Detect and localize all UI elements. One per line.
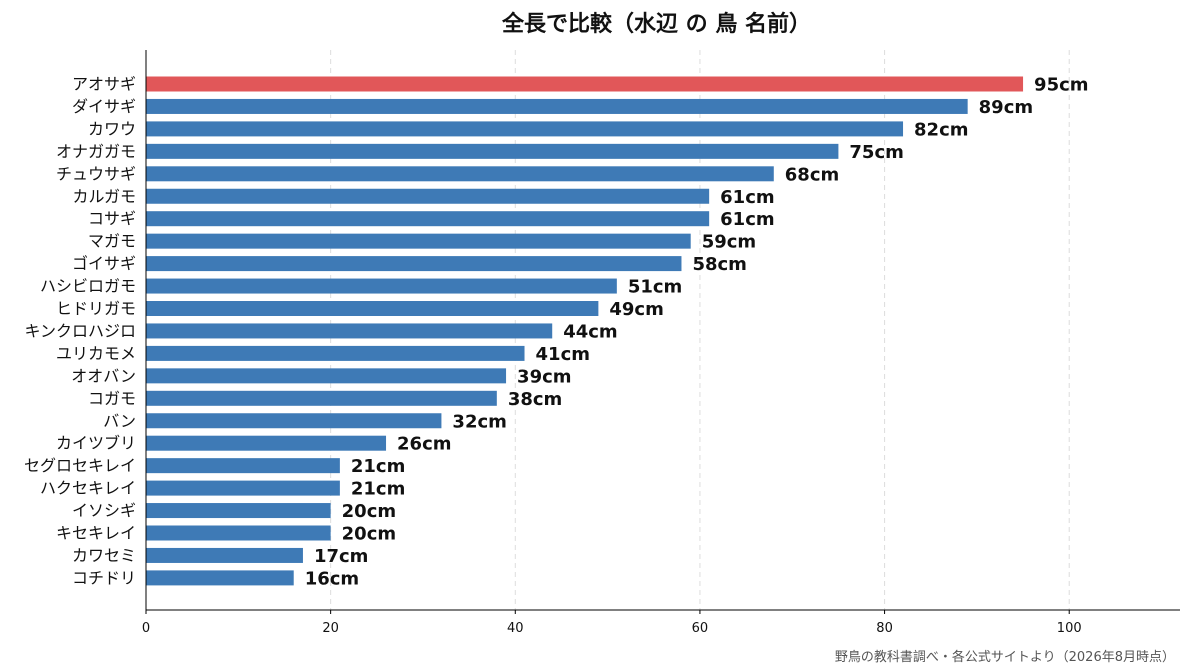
value-label: 61cm xyxy=(720,209,774,230)
value-label: 75cm xyxy=(849,142,903,163)
bar xyxy=(146,121,904,137)
category-label: ユリカモメ xyxy=(56,344,136,363)
value-label: 21cm xyxy=(351,479,405,500)
value-label: 68cm xyxy=(785,164,839,185)
bars xyxy=(146,76,1024,586)
axes xyxy=(145,50,1180,611)
value-label: 89cm xyxy=(979,97,1033,118)
bar xyxy=(146,525,331,541)
x-tick-label: 40 xyxy=(507,621,524,636)
x-tick-label: 20 xyxy=(322,621,339,636)
value-labels: 95cm89cm82cm75cm68cm61cm61cm59cm58cm51cm… xyxy=(305,75,1089,590)
bar xyxy=(146,211,710,227)
bar xyxy=(146,166,774,182)
bar xyxy=(146,323,553,339)
x-tick-label: 80 xyxy=(876,621,893,636)
bar xyxy=(146,256,682,272)
value-label: 17cm xyxy=(314,546,368,567)
x-tick-label: 100 xyxy=(1057,621,1082,636)
x-tick-label: 60 xyxy=(692,621,709,636)
bar xyxy=(146,547,303,563)
chart-title: 全長で比較（水辺 の 鳥 名前） xyxy=(502,12,811,37)
value-label: 16cm xyxy=(305,568,359,589)
category-label: ハシビロガモ xyxy=(40,277,136,296)
category-label: コガモ xyxy=(88,389,136,408)
value-label: 20cm xyxy=(342,524,396,545)
bar xyxy=(146,390,497,406)
category-label: オオバン xyxy=(71,366,136,385)
bar xyxy=(146,570,294,586)
bar xyxy=(146,480,340,496)
category-label: ヒドリガモ xyxy=(56,299,136,318)
value-label: 41cm xyxy=(536,344,590,365)
value-label: 51cm xyxy=(628,277,682,298)
category-label: ハクセキレイ xyxy=(40,479,136,498)
value-label: 44cm xyxy=(563,321,617,342)
category-label: キンクロハジロ xyxy=(24,321,136,340)
bar xyxy=(146,345,525,361)
x-tick-label: 0 xyxy=(142,621,150,636)
value-label: 38cm xyxy=(508,389,562,410)
value-label: 58cm xyxy=(692,254,746,275)
x-tick-labels: 0 20 40 60 80 100 xyxy=(142,610,1082,636)
value-label: 49cm xyxy=(609,299,663,320)
category-labels: アオサギダイサギカワウオナガガモチュウサギカルガモコサギマガモゴイサギハシビロガ… xyxy=(24,75,136,588)
bar xyxy=(146,98,968,114)
category-label: ゴイサギ xyxy=(72,254,136,273)
value-label: 20cm xyxy=(342,501,396,522)
value-label: 95cm xyxy=(1034,75,1088,96)
value-label: 26cm xyxy=(397,434,451,455)
value-label: 39cm xyxy=(517,366,571,387)
value-label: 32cm xyxy=(452,411,506,432)
bar xyxy=(146,435,387,451)
bar xyxy=(146,458,340,474)
value-label: 82cm xyxy=(914,119,968,140)
category-label: キセキレイ xyxy=(56,524,136,543)
bar xyxy=(146,76,1024,92)
bar xyxy=(146,233,691,249)
source-note: 野鳥の教科書調べ・各公式サイトより（2026年8月時点） xyxy=(834,650,1175,665)
value-label: 61cm xyxy=(720,187,774,208)
bar xyxy=(146,301,599,316)
bar xyxy=(146,503,331,519)
category-label: アオサギ xyxy=(72,75,136,94)
category-label: コサギ xyxy=(88,209,136,228)
category-label: カワウ xyxy=(88,119,136,138)
bar xyxy=(146,413,442,429)
category-label: カワセミ xyxy=(72,546,136,565)
bar xyxy=(146,278,617,294)
bar xyxy=(146,188,710,204)
category-label: ダイサギ xyxy=(72,97,136,116)
category-label: マガモ xyxy=(88,232,136,251)
value-label: 59cm xyxy=(702,232,756,253)
category-label: オナガガモ xyxy=(56,142,136,161)
category-label: バン xyxy=(103,411,136,430)
category-label: コチドリ xyxy=(72,568,136,587)
bar xyxy=(146,143,839,159)
category-label: カイツブリ xyxy=(56,434,136,453)
category-label: セグロセキレイ xyxy=(24,456,136,475)
bar xyxy=(146,368,507,384)
category-label: カルガモ xyxy=(72,187,136,206)
category-label: チュウサギ xyxy=(56,164,136,183)
value-label: 21cm xyxy=(351,456,405,477)
category-label: イソシギ xyxy=(72,501,136,520)
